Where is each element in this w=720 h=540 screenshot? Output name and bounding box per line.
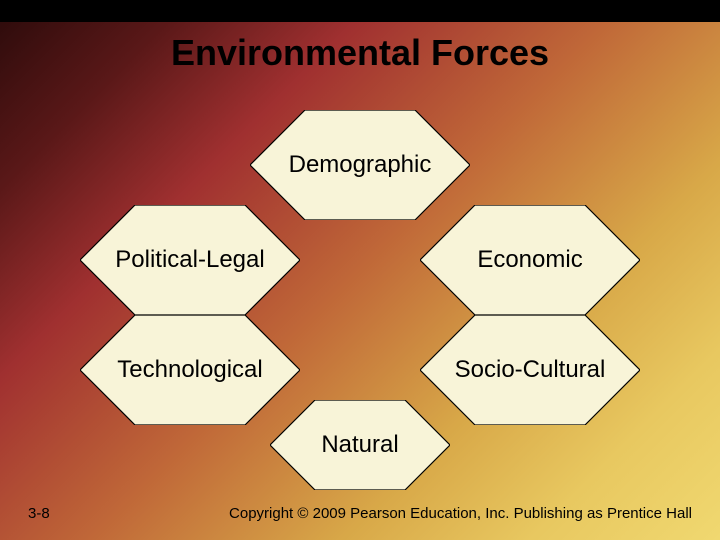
hex-label: Political-Legal (80, 205, 300, 315)
top-bar (0, 0, 720, 22)
hex-label: Natural (270, 400, 450, 490)
hex-label: Technological (80, 315, 300, 425)
page-number: 3-8 (28, 505, 50, 522)
hex-node-technological: Technological (80, 315, 300, 425)
hex-node-economic: Economic (420, 205, 640, 315)
copyright-text: Copyright © 2009 Pearson Education, Inc.… (229, 505, 692, 522)
hex-node-political: Political-Legal (80, 205, 300, 315)
hex-node-demographic: Demographic (250, 110, 470, 220)
hex-label: Economic (420, 205, 640, 315)
hex-label: Socio-Cultural (420, 315, 640, 425)
hex-node-sociocultural: Socio-Cultural (420, 315, 640, 425)
hex-node-natural: Natural (270, 400, 450, 490)
hex-label: Demographic (250, 110, 470, 220)
slide-title: Environmental Forces (0, 32, 720, 74)
forces-diagram: DemographicPolitical-Legal Economic Techno… (0, 100, 720, 480)
